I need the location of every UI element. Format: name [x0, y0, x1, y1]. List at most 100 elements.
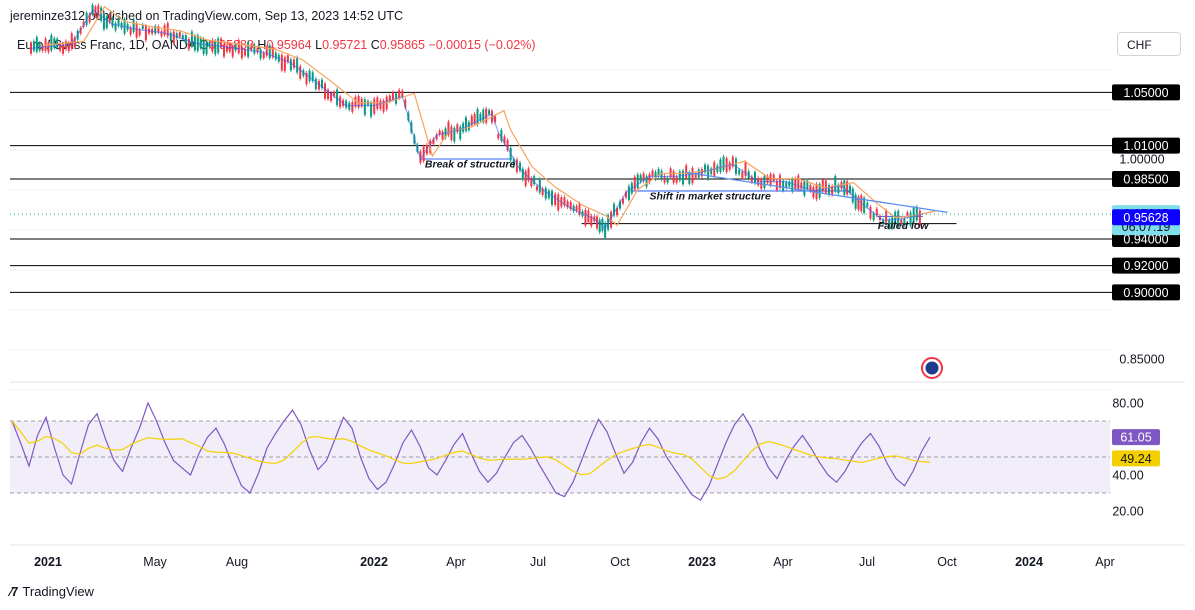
time-tick-label: Jul	[859, 555, 875, 569]
candle-body	[872, 213, 875, 221]
close-label: C	[370, 38, 380, 52]
candle-body	[639, 175, 642, 182]
candle-body	[897, 210, 900, 227]
candle-body	[710, 168, 713, 175]
candle-body	[794, 178, 797, 189]
candle-body	[419, 151, 422, 163]
candle-body	[456, 124, 459, 132]
currency-selector[interactable]: CHF	[1117, 32, 1181, 56]
time-tick-label: 2023	[688, 555, 716, 569]
candle-body	[56, 38, 59, 48]
candle-body	[533, 176, 536, 185]
candle-body	[114, 23, 117, 31]
symbol-name[interactable]: Euro / Swiss Franc, 1D, OANDA	[17, 38, 196, 52]
candle-body	[482, 109, 485, 123]
alert-icon[interactable]	[921, 357, 943, 379]
price-tick-label: 1.00000	[1119, 153, 1164, 167]
candle-body	[299, 66, 302, 79]
candle-body	[809, 185, 812, 191]
alert-icon-core[interactable]	[925, 361, 939, 375]
low-label: L	[315, 38, 323, 52]
candle-body	[651, 170, 654, 177]
time-tick-label: Oct	[937, 555, 957, 569]
level-label: 0.98500	[1123, 173, 1168, 187]
candle-body	[530, 177, 533, 187]
candle-body	[654, 171, 657, 180]
time-tick-label: Oct	[610, 555, 630, 569]
candle-body	[815, 183, 818, 200]
candle-body	[280, 54, 283, 71]
candle-body	[388, 95, 391, 102]
candle-body	[202, 38, 205, 54]
time-tick-label: Apr	[773, 555, 792, 569]
candle-body	[262, 52, 265, 59]
candle-body	[447, 121, 450, 136]
candle-body	[289, 59, 292, 71]
candle-body	[604, 222, 607, 238]
candle-body	[633, 176, 636, 190]
candle-body	[102, 14, 105, 30]
time-tick-label: 2021	[34, 555, 62, 569]
candle-body	[616, 208, 619, 216]
candle-body	[918, 210, 921, 226]
candle-body	[225, 45, 228, 52]
candle-body	[160, 31, 163, 37]
candle-body	[500, 130, 503, 141]
candle-body	[866, 202, 869, 207]
price-marks: 1.05000 1.01000 0.98500 0.94000 0.92000 0.900…	[1112, 84, 1180, 301]
candle-body	[875, 208, 878, 216]
close-value: 0.95865	[379, 38, 425, 52]
candle-body	[688, 172, 691, 184]
candle-body	[728, 162, 731, 170]
candle-body	[339, 96, 342, 108]
candle-body	[515, 159, 518, 172]
blue-level-box	[1112, 209, 1180, 226]
candle-body	[619, 201, 622, 209]
candle-body	[524, 171, 527, 186]
candle-body	[240, 46, 243, 59]
candle-body	[470, 115, 473, 126]
candle-body	[373, 98, 376, 114]
candle-body	[485, 108, 488, 123]
time-axis: 2021 May Aug 2022 Apr Jul Oct 2023 Apr Jul Oct 2024…	[34, 555, 1115, 569]
candle-body	[382, 100, 385, 112]
tradingview-logo-icon: ⁄7	[10, 584, 18, 599]
candle-body	[391, 92, 394, 100]
candle-body	[302, 70, 305, 76]
candle-body	[178, 32, 181, 37]
candle-body	[590, 215, 593, 227]
candle-body	[782, 180, 785, 191]
candle-body	[50, 35, 53, 51]
candle-body	[627, 186, 630, 200]
brand[interactable]: ⁄7 TradingView	[10, 584, 94, 599]
candle-body	[314, 78, 317, 90]
candle-body	[791, 178, 794, 192]
candle-body	[247, 42, 250, 57]
candle-body	[129, 27, 132, 35]
candle-body	[497, 134, 500, 139]
candle-body	[253, 44, 256, 54]
candle-body	[818, 183, 821, 198]
candle-body	[479, 114, 482, 121]
candle-body	[831, 185, 834, 196]
candle-body	[788, 181, 791, 187]
descending-trend-line[interactable]	[685, 171, 948, 213]
candle-body	[882, 219, 885, 225]
price-axis: 0.85000 1.00000	[1119, 153, 1164, 367]
candle-body	[163, 25, 166, 35]
candle-body	[401, 90, 404, 97]
rsi-ma-value-label: 49.24	[1120, 452, 1151, 466]
candle-body	[663, 176, 666, 183]
annotation-failed-low: Failed low	[878, 220, 930, 232]
candle-body	[157, 26, 160, 33]
candle-body	[138, 29, 141, 36]
candle-body	[70, 33, 73, 49]
candle-body	[848, 185, 851, 193]
candle-body	[821, 179, 824, 192]
change-value: −0.00015 (−0.02%)	[428, 38, 536, 52]
candle-body	[79, 27, 82, 34]
time-tick-label: 2024	[1015, 555, 1043, 569]
candle-body	[846, 181, 849, 195]
candle-body	[265, 46, 268, 56]
